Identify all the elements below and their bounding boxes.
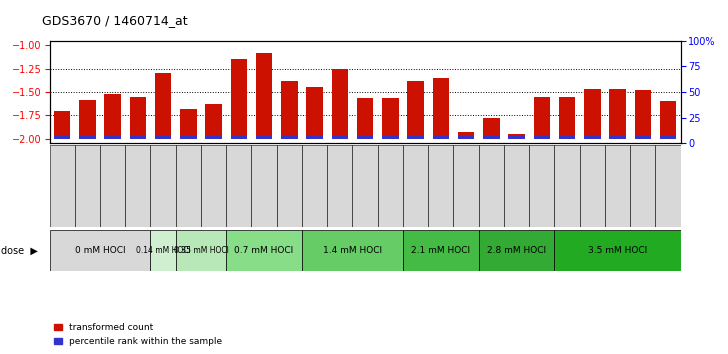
Bar	[454, 145, 479, 227]
Bar	[428, 145, 454, 227]
Bar	[635, 136, 651, 139]
Bar	[555, 230, 681, 271]
Bar	[584, 89, 601, 139]
Bar	[479, 145, 504, 227]
Bar	[382, 98, 398, 139]
Bar	[332, 69, 348, 139]
Bar	[479, 230, 555, 271]
Bar	[529, 145, 555, 227]
Bar	[660, 136, 676, 139]
Bar	[79, 136, 95, 139]
Bar	[151, 230, 175, 271]
Text: 2.1 mM HOCl: 2.1 mM HOCl	[411, 246, 470, 255]
Bar	[555, 145, 579, 227]
Bar	[584, 136, 601, 139]
Bar	[130, 97, 146, 139]
Bar	[352, 145, 378, 227]
Bar	[508, 136, 525, 139]
Bar	[100, 145, 125, 227]
Text: 2.8 mM HOCl: 2.8 mM HOCl	[487, 246, 546, 255]
Bar	[130, 136, 146, 139]
Bar	[277, 145, 302, 227]
Text: GDS3670 / 1460714_at: GDS3670 / 1460714_at	[42, 14, 188, 27]
Bar	[281, 136, 298, 139]
Bar	[205, 104, 222, 139]
Text: dose  ▶: dose ▶	[1, 245, 39, 256]
Bar	[458, 136, 474, 139]
Bar	[508, 134, 525, 139]
Bar	[559, 97, 575, 139]
Bar	[579, 145, 605, 227]
Bar	[408, 136, 424, 139]
Bar	[155, 73, 171, 139]
Bar	[483, 136, 499, 139]
Bar	[559, 136, 575, 139]
Bar	[630, 145, 655, 227]
Bar	[332, 136, 348, 139]
Bar	[50, 230, 151, 271]
Bar	[104, 136, 121, 139]
Bar	[281, 81, 298, 139]
Bar	[306, 87, 323, 139]
Bar	[302, 230, 403, 271]
Bar	[175, 230, 226, 271]
Bar	[155, 136, 171, 139]
Text: 1.4 mM HOCl: 1.4 mM HOCl	[323, 246, 382, 255]
Bar	[226, 145, 251, 227]
Bar	[50, 145, 75, 227]
Bar	[231, 59, 247, 139]
Bar	[483, 118, 499, 139]
Bar	[605, 145, 630, 227]
Bar	[660, 101, 676, 139]
Text: 0 mM HOCl: 0 mM HOCl	[75, 246, 125, 255]
Bar	[201, 145, 226, 227]
Bar	[382, 136, 398, 139]
Bar	[231, 136, 247, 139]
Bar	[125, 145, 151, 227]
Bar	[504, 145, 529, 227]
Bar	[75, 145, 100, 227]
Bar	[175, 145, 201, 227]
Bar	[534, 97, 550, 139]
Bar	[357, 136, 373, 139]
Bar	[256, 136, 272, 139]
Bar	[635, 90, 651, 139]
Bar	[302, 145, 327, 227]
Bar	[458, 132, 474, 139]
Bar	[534, 136, 550, 139]
Bar	[79, 99, 95, 139]
Bar	[306, 136, 323, 139]
Bar	[54, 136, 71, 139]
Bar	[655, 145, 681, 227]
Text: 0.35 mM HOCl: 0.35 mM HOCl	[173, 246, 229, 255]
Bar	[609, 89, 626, 139]
Bar	[327, 145, 352, 227]
Bar	[151, 145, 175, 227]
Bar	[408, 81, 424, 139]
Bar	[357, 98, 373, 139]
Bar	[104, 94, 121, 139]
Bar	[54, 111, 71, 139]
Legend: transformed count, percentile rank within the sample: transformed count, percentile rank withi…	[54, 324, 223, 346]
Bar	[403, 145, 428, 227]
Bar	[180, 109, 197, 139]
Bar	[226, 230, 302, 271]
Bar	[256, 53, 272, 139]
Text: 3.5 mM HOCl: 3.5 mM HOCl	[588, 246, 647, 255]
Bar	[403, 230, 479, 271]
Bar	[205, 136, 222, 139]
Bar	[251, 145, 277, 227]
Bar	[609, 136, 626, 139]
Bar	[378, 145, 403, 227]
Bar	[432, 136, 449, 139]
Bar	[432, 78, 449, 139]
Text: 0.7 mM HOCl: 0.7 mM HOCl	[234, 246, 293, 255]
Text: 0.14 mM HOCl: 0.14 mM HOCl	[135, 246, 191, 255]
Bar	[180, 136, 197, 139]
